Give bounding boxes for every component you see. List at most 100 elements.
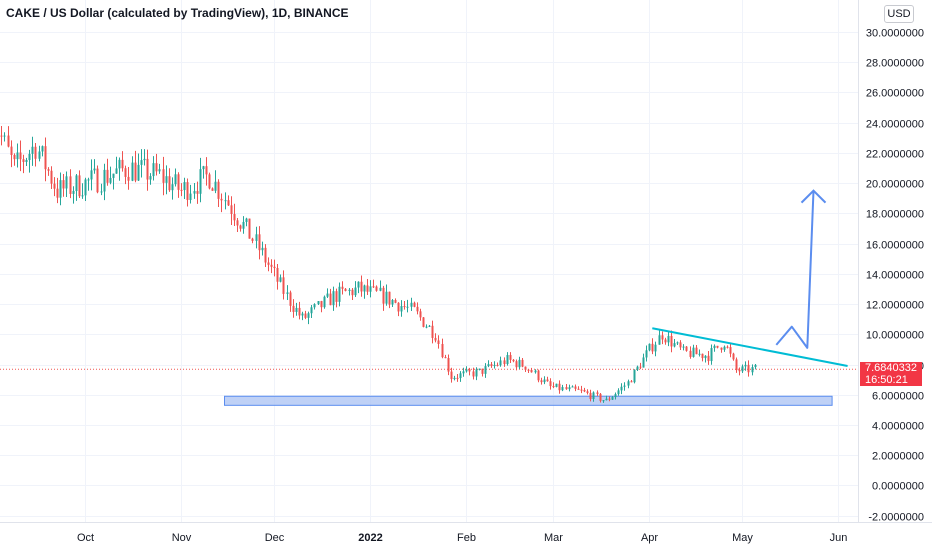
candle-body xyxy=(599,393,602,401)
candle-body xyxy=(106,169,109,183)
candle-body xyxy=(645,350,648,358)
candle-body xyxy=(735,359,738,371)
candle-body xyxy=(561,387,564,391)
candle-body xyxy=(81,195,84,197)
x-tick-label: Jun xyxy=(830,532,848,544)
candle-body xyxy=(59,180,62,198)
candle-body xyxy=(242,221,245,229)
candle-body xyxy=(568,387,571,390)
candle-body xyxy=(62,180,65,189)
candle-body xyxy=(738,370,741,372)
x-tick-label: 2022 xyxy=(358,532,382,544)
candle-body xyxy=(670,335,673,347)
candle-body xyxy=(400,306,403,312)
candle-body xyxy=(611,397,614,400)
candle-body xyxy=(211,188,214,191)
candle-body xyxy=(320,301,323,308)
y-tick-label: 2.0000000 xyxy=(872,451,924,463)
candle-body xyxy=(171,184,174,191)
candle-body xyxy=(689,350,692,357)
x-tick-label: May xyxy=(732,532,753,544)
candle-body xyxy=(47,169,50,171)
candle-body xyxy=(552,386,555,388)
candle-body xyxy=(605,398,608,401)
candle-body xyxy=(270,264,273,267)
candle-body xyxy=(716,345,719,348)
candle-body xyxy=(286,292,289,294)
candle-body xyxy=(127,176,130,181)
projection-arrowhead xyxy=(800,189,827,204)
y-tick-label: 6.0000000 xyxy=(872,391,924,403)
candle-body xyxy=(676,342,679,344)
candle-body xyxy=(546,379,549,382)
candle-body xyxy=(245,218,248,222)
candle-body xyxy=(354,287,357,296)
candle-body xyxy=(282,277,285,294)
candle-body xyxy=(496,364,499,366)
candle-body xyxy=(115,168,118,174)
candle-body xyxy=(654,344,657,352)
x-tick-label: Feb xyxy=(457,532,476,544)
candle-body xyxy=(685,346,688,351)
candle-body xyxy=(602,400,605,402)
candle-body xyxy=(437,340,440,344)
candle-body xyxy=(220,198,223,201)
candle-body xyxy=(695,347,698,355)
candle-body xyxy=(574,386,577,389)
candle-body xyxy=(751,367,754,373)
candle-body xyxy=(196,191,199,194)
candle-body xyxy=(31,146,34,154)
support-zone xyxy=(224,395,833,406)
candle-body xyxy=(503,360,506,365)
y-tick-label: 18.0000000 xyxy=(866,209,924,221)
candle-body xyxy=(623,385,626,387)
candle-body xyxy=(258,234,261,251)
candle-body xyxy=(537,370,540,381)
candle-body xyxy=(193,191,196,194)
candle-body xyxy=(620,386,623,391)
candle-body xyxy=(487,364,490,367)
candle-body xyxy=(69,176,72,194)
candle-body xyxy=(93,168,96,171)
candle-body xyxy=(617,390,620,395)
candle-body xyxy=(704,355,707,359)
candle-body xyxy=(341,286,344,289)
candle-body xyxy=(366,285,369,292)
candle-body xyxy=(583,389,586,392)
candle-body xyxy=(468,369,471,372)
candle-body xyxy=(518,359,521,368)
candle-body xyxy=(391,300,394,305)
candle-body xyxy=(267,262,270,265)
candle-body xyxy=(56,188,59,198)
candle-body xyxy=(379,287,382,291)
candle-body xyxy=(28,153,31,160)
candle-body xyxy=(475,369,478,377)
candle-body xyxy=(143,158,146,161)
candle-body xyxy=(279,277,282,282)
candle-body xyxy=(416,306,419,312)
candle-body xyxy=(25,159,28,162)
candle-body xyxy=(137,164,140,181)
candle-body xyxy=(186,182,189,200)
candle-body xyxy=(490,364,493,367)
candle-body xyxy=(348,289,351,291)
candle-body xyxy=(65,176,68,189)
candle-body xyxy=(692,347,695,357)
candle-body xyxy=(295,307,298,312)
candle-body xyxy=(158,169,161,172)
candle-body xyxy=(682,346,685,348)
candle-body xyxy=(723,346,726,350)
currency-button[interactable]: USD xyxy=(884,5,914,23)
candle-body xyxy=(614,394,617,398)
candle-body xyxy=(155,163,158,172)
candle-body xyxy=(720,347,723,350)
candle-body xyxy=(261,247,264,251)
candle-body xyxy=(651,343,654,352)
candle-body xyxy=(180,189,183,191)
candle-body xyxy=(679,342,682,348)
candle-body xyxy=(87,179,90,181)
candle-body xyxy=(608,398,611,400)
candle-body xyxy=(103,169,106,192)
candle-body xyxy=(397,302,400,312)
